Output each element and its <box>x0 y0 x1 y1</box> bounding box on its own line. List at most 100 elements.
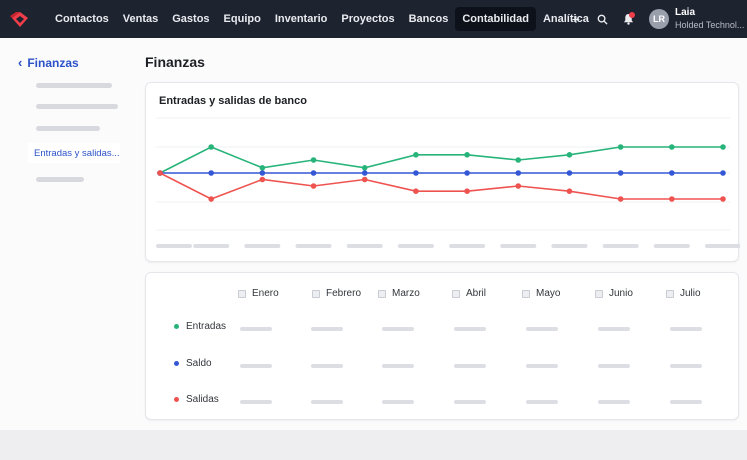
data-point[interactable] <box>259 176 266 183</box>
nav-item-contactos[interactable]: Contactos <box>55 13 109 25</box>
month-checkbox[interactable] <box>312 289 320 298</box>
data-point[interactable] <box>208 144 214 150</box>
data-point[interactable] <box>566 152 573 158</box>
month-header[interactable]: Mayo <box>522 288 560 299</box>
data-point[interactable] <box>669 196 675 202</box>
holded-logo-icon[interactable] <box>2 0 38 38</box>
data-point[interactable] <box>310 170 317 176</box>
table-cell-placeholder <box>382 327 414 331</box>
data-point[interactable] <box>720 144 726 150</box>
data-point[interactable] <box>361 170 368 176</box>
user-company: Holded Technol... <box>675 20 745 30</box>
row-label-text: Saldo <box>186 358 212 369</box>
month-checkbox[interactable] <box>238 289 246 298</box>
nav-item-anal-tica[interactable]: Analítica <box>542 13 589 25</box>
notification-dot <box>629 12 635 18</box>
table-cell-placeholder <box>670 327 702 331</box>
data-point[interactable] <box>566 188 573 194</box>
nav-item-inventario[interactable]: Inventario <box>274 13 328 25</box>
nav-item-equipo[interactable]: Equipo <box>223 13 261 25</box>
data-point[interactable] <box>361 176 368 183</box>
user-menu[interactable]: Laia Holded Technol... <box>675 7 747 31</box>
data-point[interactable] <box>617 144 624 150</box>
table-cell-placeholder <box>311 364 343 368</box>
data-point[interactable] <box>669 144 675 150</box>
month-header[interactable]: Abril <box>452 288 486 299</box>
month-checkbox[interactable] <box>452 289 460 298</box>
month-header[interactable]: Enero <box>238 288 279 299</box>
sidebar-item-entradas-salidas[interactable]: Entradas y salidas... <box>28 143 120 163</box>
data-point[interactable] <box>413 152 419 158</box>
data-point[interactable] <box>617 196 624 202</box>
data-point[interactable] <box>208 170 214 176</box>
month-label: Marzo <box>392 288 420 299</box>
data-point[interactable] <box>464 152 470 158</box>
table-cell-placeholder <box>454 364 486 368</box>
x-tick-placeholder <box>156 244 192 248</box>
data-point[interactable] <box>515 183 522 189</box>
nav-item-ventas[interactable]: Ventas <box>122 13 159 25</box>
data-point[interactable] <box>259 170 266 176</box>
row-label-text: Salidas <box>186 394 219 405</box>
data-point[interactable] <box>720 196 726 202</box>
table-cell-placeholder <box>311 327 343 331</box>
top-navbar: Contactos Ventas Gastos Equipo Inventario Pro… <box>0 0 747 38</box>
bank-line-chart <box>156 117 740 248</box>
data-point[interactable] <box>259 165 266 171</box>
nav-item-gastos[interactable]: Gastos <box>172 13 210 25</box>
table-cell-placeholder <box>454 400 486 404</box>
back-to-finanzas-link[interactable]: ‹ Finanzas <box>18 55 79 70</box>
legend-dot <box>174 324 179 329</box>
month-header[interactable]: Julio <box>666 288 701 299</box>
x-tick-placeholder <box>653 244 690 248</box>
data-point[interactable] <box>464 188 470 194</box>
series-line-0 <box>159 146 723 174</box>
data-point[interactable] <box>617 170 624 176</box>
data-point[interactable] <box>310 183 317 189</box>
x-tick-placeholder <box>295 244 332 248</box>
nav-item-contabilidad[interactable]: Contabilidad <box>455 7 536 31</box>
month-header[interactable]: Junio <box>595 288 633 299</box>
month-checkbox[interactable] <box>378 289 386 298</box>
data-point[interactable] <box>310 157 317 163</box>
x-tick-placeholder <box>397 244 434 248</box>
month-checkbox[interactable] <box>595 289 603 298</box>
data-point[interactable] <box>413 188 419 194</box>
sidebar-item-placeholder[interactable] <box>36 177 84 182</box>
sidebar-item-placeholder[interactable] <box>36 104 118 109</box>
series-line-2 <box>159 172 723 200</box>
data-point[interactable] <box>157 170 163 176</box>
month-header[interactable]: Marzo <box>378 288 420 299</box>
bell-icon[interactable] <box>615 6 641 32</box>
data-point[interactable] <box>515 157 522 163</box>
chart-title: Entradas y salidas de banco <box>159 95 307 107</box>
nav-item-proyectos[interactable]: Proyectos <box>341 13 395 25</box>
data-point[interactable] <box>720 170 726 176</box>
month-header[interactable]: Febrero <box>312 288 361 299</box>
sidebar-item-placeholder[interactable] <box>36 83 112 88</box>
sidebar-item-placeholder[interactable] <box>36 126 100 131</box>
row-label-salidas: Salidas <box>174 394 219 405</box>
data-point[interactable] <box>464 170 470 176</box>
month-checkbox[interactable] <box>522 289 530 298</box>
nav-item-bancos[interactable]: Bancos <box>408 13 449 25</box>
table-cell-placeholder <box>240 400 272 404</box>
data-point[interactable] <box>413 170 419 176</box>
x-tick-placeholder <box>602 244 639 248</box>
avatar[interactable]: LR <box>649 9 669 29</box>
search-icon[interactable] <box>589 6 615 32</box>
row-label-entradas: Entradas <box>174 321 226 332</box>
data-point[interactable] <box>515 170 522 176</box>
month-label: Abril <box>466 288 487 299</box>
table-cell-placeholder <box>598 327 630 331</box>
data-point[interactable] <box>669 170 675 176</box>
month-label: Febrero <box>326 288 362 299</box>
data-point[interactable] <box>566 170 573 176</box>
plus-icon[interactable]: + <box>571 11 581 27</box>
table-cell-placeholder <box>670 400 702 404</box>
month-checkbox[interactable] <box>666 289 674 298</box>
data-point[interactable] <box>208 196 214 202</box>
data-point[interactable] <box>361 165 368 171</box>
legend-dot <box>174 397 179 402</box>
table-cell-placeholder <box>311 400 343 404</box>
